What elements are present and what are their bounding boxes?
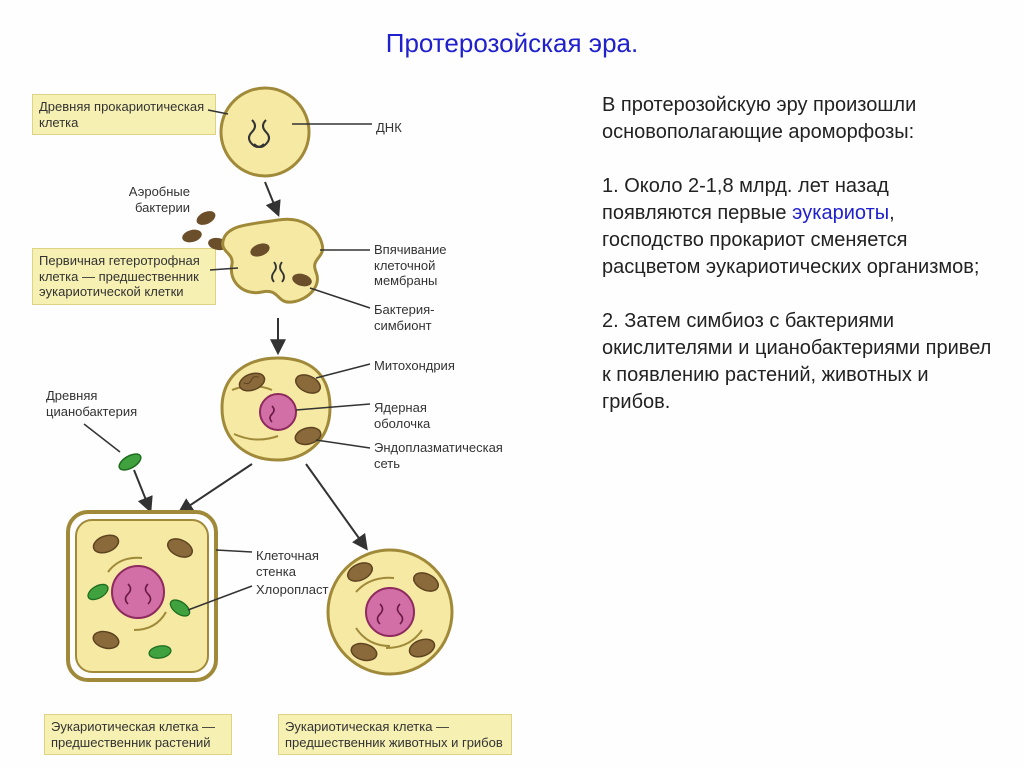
item-1: 1. Около 2-1,8 млрд. лет назад появляютс… <box>602 173 992 281</box>
item1-blue: эукариоты <box>792 202 889 224</box>
prokaryote-cell-icon <box>221 88 309 176</box>
endosymbiosis-diagram <box>20 72 590 752</box>
invaginating-cell-icon <box>223 219 323 302</box>
cyanobacterium-icon <box>117 451 144 473</box>
paragraph: В протерозойскую эру произошли основопол… <box>602 92 992 416</box>
intro-text: В протерозойскую эру произошли основопол… <box>602 92 992 146</box>
item-2: 2. Затем симбиоз с бактериями окислителя… <box>602 308 992 416</box>
animal-cell-icon <box>328 550 452 674</box>
plant-cell-icon <box>68 512 216 680</box>
page-title: Протерозойская эра. <box>0 28 1024 59</box>
